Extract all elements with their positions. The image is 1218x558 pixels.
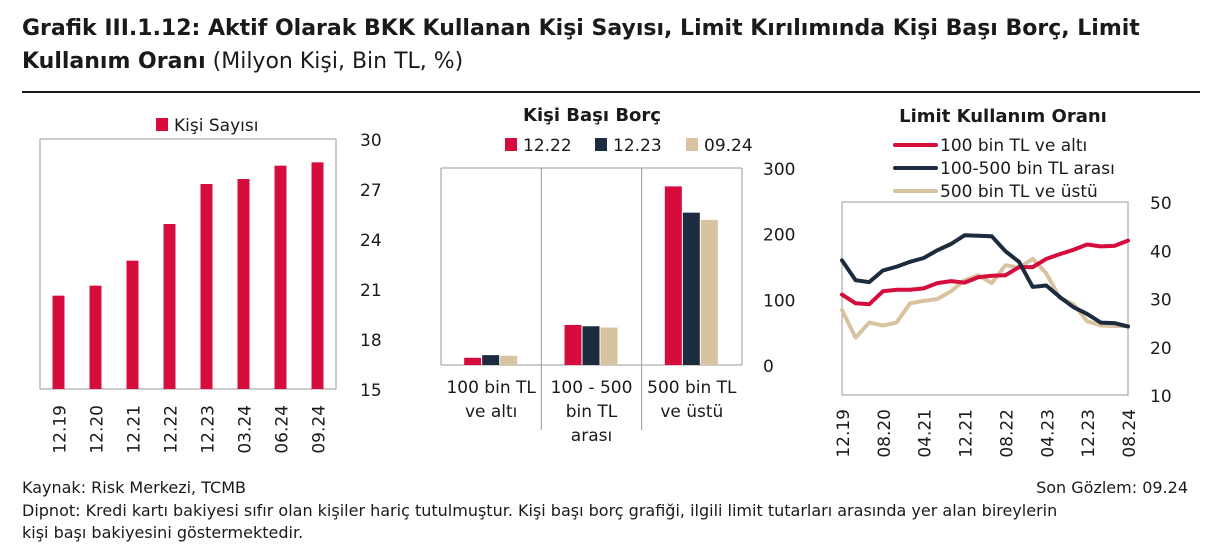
plot2-x-label: 500 bin TL	[647, 378, 737, 398]
plot3-x-tick: 12.21	[957, 409, 977, 458]
plot3-x-tick: 12.19	[834, 409, 854, 458]
plot2-bar	[682, 212, 700, 365]
plot2-bar	[464, 357, 482, 365]
plot3-legend-label: 100 bin TL ve altı	[940, 136, 1087, 156]
plot3-legend-label: 500 bin TL ve üstü	[940, 182, 1098, 202]
plot2-x-label: 100 - 500	[551, 378, 633, 398]
plot3-x-tick: 08.24	[1120, 409, 1140, 458]
plot2-legend-label: 09.24	[704, 136, 753, 156]
plot2-bar	[700, 219, 718, 365]
plot1-x-tick: 12.22	[162, 405, 182, 454]
plot2-legend-label: 12.23	[613, 136, 662, 156]
plot1-x-tick: 12.20	[88, 405, 108, 454]
plot1-bar	[200, 184, 213, 389]
plot1-y-tick: 24	[360, 231, 382, 251]
plot2-legend-label: 12.22	[523, 136, 572, 156]
plot1-frame	[39, 138, 337, 390]
plot1-bar	[311, 162, 324, 389]
plot2-bar	[500, 355, 518, 365]
plot1-legend-swatch	[156, 118, 168, 131]
chart-title: Grafik III.1.12: Aktif Olarak BKK Kullan…	[22, 12, 1202, 78]
plot1-bar	[52, 295, 65, 389]
title-main: Grafik III.1.12: Aktif Olarak BKK Kullan…	[22, 16, 1140, 74]
plot3-x-tick: 08.20	[875, 409, 895, 458]
plot2-bar	[664, 186, 682, 365]
plot2-legend-swatch	[595, 138, 607, 151]
plot2-x-label: 100 bin TL	[446, 378, 536, 398]
plot3-legend-label: 100-500 bin TL arası	[940, 159, 1115, 179]
plot1-bar	[126, 260, 139, 389]
plot3-frame	[841, 201, 1129, 396]
plot3-series-line	[840, 238, 1130, 307]
plot1-x-tick: 09.24	[310, 405, 330, 454]
plot2-legend-swatch	[505, 138, 517, 151]
plot3-x-tick: 12.23	[1079, 409, 1099, 458]
plot3-y-tick: 20	[1150, 339, 1172, 359]
plot1-y-tick: 30	[360, 131, 382, 151]
plot1-x-tick: 12.21	[125, 405, 145, 454]
plot2-bar	[582, 326, 600, 365]
plot3-y-tick: 30	[1150, 291, 1172, 311]
plot1-x-tick: 12.23	[199, 405, 219, 454]
footnote-line-2: kişi başı bakiyesini göstermektedir.	[22, 523, 304, 542]
plot2-y-tick: 200	[763, 226, 795, 246]
plot1-bar	[274, 165, 287, 389]
plot2-bar	[564, 324, 582, 365]
plot2-x-label: ve üstü	[660, 402, 723, 422]
plot1-y-tick: 21	[360, 281, 382, 301]
plot3-y-tick: 50	[1150, 194, 1172, 214]
title-rule	[22, 91, 1200, 93]
plot1-legend-label: Kişi Sayısı	[174, 116, 258, 136]
plot2-y-tick: 300	[763, 160, 795, 180]
plot2-y-tick: 100	[763, 291, 795, 311]
plot1-bar	[89, 285, 102, 389]
plot2-x-label: ve altı	[465, 402, 517, 422]
plot3-x-tick: 04.23	[1038, 409, 1058, 458]
last-observation: Son Gözlem: 09.24	[1036, 478, 1188, 497]
plot2-y-tick: 0	[763, 357, 774, 377]
plot2-x-label: arası	[571, 426, 612, 446]
plot3-series-line	[840, 233, 1130, 329]
plot1-bar	[163, 224, 176, 389]
source-note: Kaynak: Risk Merkezi, TCMB	[22, 478, 246, 497]
plot3-y-tick: 40	[1150, 242, 1172, 262]
title-unit: (Milyon Kişi, Bin TL, %)	[212, 49, 464, 74]
footnote-line-1: Dipnot: Kredi kartı bakiyesi sıfır olan …	[22, 501, 1058, 520]
plot1-bar	[237, 179, 250, 389]
plot3-x-tick: 08.22	[997, 409, 1017, 458]
plot2-bar	[600, 327, 618, 365]
plot2-x-label: bin TL	[566, 402, 618, 422]
plot1-y-tick: 27	[360, 181, 382, 201]
plot1-y-tick: 18	[360, 331, 382, 351]
plot1-x-tick: 06.24	[273, 405, 293, 454]
plot2-bar	[482, 355, 500, 365]
plot3-title: Limit Kullanım Oranı	[899, 106, 1107, 127]
plot1-x-tick: 03.24	[236, 405, 256, 454]
plot1-x-tick: 12.19	[51, 405, 71, 454]
plot3-x-tick: 04.21	[916, 409, 936, 458]
plot1-y-tick: 15	[360, 381, 382, 401]
plot2-legend-swatch	[686, 138, 698, 151]
plot2-title: Kişi Başı Borç	[523, 105, 661, 126]
plot3-y-tick: 10	[1150, 387, 1172, 407]
